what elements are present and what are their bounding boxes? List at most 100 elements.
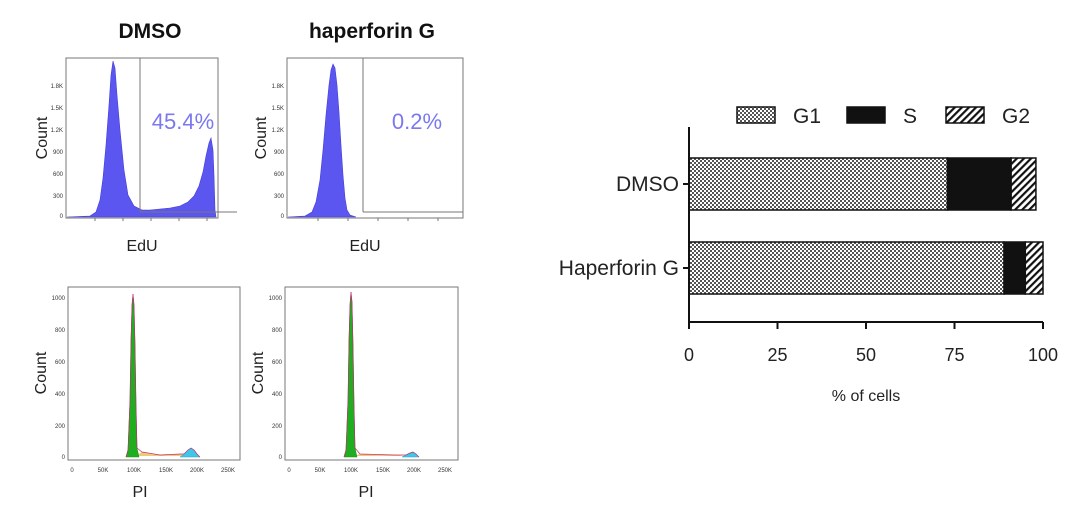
y-tick-label: 200 — [55, 424, 66, 430]
y-tick-label: 0 — [281, 214, 285, 220]
y-tick-label: 1.8K — [51, 84, 63, 90]
gate-percentage: 0.2% — [392, 109, 442, 134]
y-tick-label: 800 — [272, 328, 283, 334]
panel-title: DMSO — [119, 20, 182, 43]
y-tick-label: 800 — [55, 328, 66, 334]
g2-phase-area — [179, 447, 201, 458]
x-axis-label: EdU — [126, 238, 157, 255]
legend-label: S — [903, 105, 917, 128]
y-axis-label: Count — [253, 116, 270, 159]
y-axis-label: Count — [34, 116, 51, 159]
y-tick-label: 0 — [62, 455, 66, 461]
y-tick-labels: 1000 800 600 400 200 0 — [269, 296, 283, 461]
g1-phase-area — [125, 293, 140, 458]
x-tick-label: 100K — [344, 468, 358, 474]
legend-label: G2 — [1002, 105, 1030, 128]
y-tick-label: 1.5K — [51, 106, 63, 112]
x-axis-label: PI — [358, 484, 373, 501]
plot-frame — [284, 286, 459, 461]
histogram-area — [287, 63, 357, 218]
histogram-area — [66, 60, 217, 218]
bar-segment-g1 — [688, 241, 1005, 295]
x-tick-label: 150K — [376, 468, 390, 474]
y-tick-label: 0 — [279, 455, 283, 461]
x-tick-label: 75 — [944, 345, 964, 365]
legend-swatch-g2 — [945, 106, 985, 124]
plot-frame — [65, 57, 219, 219]
y-tick-label: 600 — [53, 172, 64, 178]
s-phase-area — [136, 452, 185, 456]
bar-segment-s — [946, 157, 1012, 211]
bar-segment-g1 — [688, 157, 949, 211]
gate-percentage: 45.4% — [152, 109, 214, 134]
bar-segment-g2 — [1024, 241, 1044, 295]
bars — [683, 157, 1044, 295]
x-axis-label: EdU — [349, 238, 380, 255]
y-tick-label: 1.2K — [51, 128, 63, 134]
y-tick-label: 1000 — [269, 296, 283, 302]
y-tick-label: 400 — [272, 392, 283, 398]
legend: G1 S G2 — [736, 105, 1030, 128]
y-tick-label: 900 — [274, 150, 285, 156]
y-axis-label: Count — [250, 351, 267, 394]
x-tick-label: 50K — [315, 468, 326, 474]
bar-segment-s — [1003, 241, 1027, 295]
x-tick-label: 200K — [407, 468, 421, 474]
plot-frame — [286, 57, 464, 219]
x-tick-label: 100 — [1028, 345, 1058, 365]
y-tick-label: 1000 — [52, 296, 66, 302]
y-tick-label: 200 — [272, 424, 283, 430]
category-labels: DMSO Haperforin G — [559, 173, 679, 280]
legend-swatch-g1 — [736, 106, 776, 124]
bar-segment-g2 — [1010, 157, 1037, 211]
x-tick-labels: 0 50K 100K 150K 200K 250K — [70, 468, 235, 474]
panel-pi-dmso: Count PI 1000 800 600 400 200 0 0 50K 10… — [33, 286, 241, 501]
y-tick-label: 600 — [272, 360, 283, 366]
x-tick-marks — [94, 218, 208, 221]
y-tick-label: 0 — [60, 214, 64, 220]
y-tick-label: 600 — [55, 360, 66, 366]
y-tick-labels: 1.8K 1.5K 1.2K 900 600 300 0 — [272, 84, 285, 220]
x-tick-label: 0 — [70, 468, 74, 474]
y-tick-label: 400 — [55, 392, 66, 398]
panel-pi-haperforin: Count PI 1000 800 600 400 200 0 0 50K 10… — [250, 286, 459, 501]
x-tick-labels: 0 50K 100K 150K 200K 250K — [287, 468, 452, 474]
x-tick-label: 250K — [221, 468, 235, 474]
fit-outline — [125, 293, 201, 458]
y-tick-labels: 1000 800 600 400 200 0 — [52, 296, 66, 461]
y-axis-label: Count — [33, 351, 50, 394]
panel-title: haperforin G — [309, 20, 435, 43]
x-tick-label: 0 — [684, 345, 694, 365]
plot-frame — [67, 286, 241, 461]
category-label: Haperforin G — [559, 257, 679, 280]
x-tick-label: 150K — [159, 468, 173, 474]
y-tick-label: 300 — [53, 194, 64, 200]
x-tick-label: 250K — [438, 468, 452, 474]
x-tick-marks — [317, 218, 439, 221]
x-tick-label: 100K — [127, 468, 141, 474]
y-tick-label: 600 — [274, 172, 285, 178]
x-tick-label: 50 — [856, 345, 876, 365]
y-tick-label: 900 — [53, 150, 64, 156]
category-label: DMSO — [616, 173, 679, 196]
y-tick-label: 1.5K — [272, 106, 284, 112]
fit-outline — [343, 291, 420, 458]
stacked-bar-chart: G1 S G2 0 25 50 75 100 DMSO Haperforin G % of c… — [559, 105, 1058, 405]
panel-edu-dmso: DMSO Count EdU 45.4% 1.8K 1.5K 1.2K 900 … — [34, 20, 237, 255]
x-tick-label: 50K — [98, 468, 109, 474]
x-axis-label: % of cells — [832, 388, 900, 405]
y-tick-label: 1.8K — [272, 84, 284, 90]
legend-label: G1 — [793, 105, 821, 128]
panel-edu-haperforin: haperforin G Count EdU 0.2% 1.8K 1.5K 1.… — [253, 20, 464, 255]
x-tick-label: 0 — [287, 468, 291, 474]
x-tick-label: 200K — [190, 468, 204, 474]
x-ticks: 0 25 50 75 100 — [684, 322, 1058, 365]
x-tick-label: 25 — [767, 345, 787, 365]
y-tick-label: 1.2K — [272, 128, 284, 134]
g1-phase-area — [343, 291, 358, 458]
x-axis-label: PI — [132, 484, 147, 501]
y-tick-labels: 1.8K 1.5K 1.2K 900 600 300 0 — [51, 84, 64, 220]
y-tick-label: 300 — [274, 194, 285, 200]
legend-swatch-s — [846, 106, 886, 124]
